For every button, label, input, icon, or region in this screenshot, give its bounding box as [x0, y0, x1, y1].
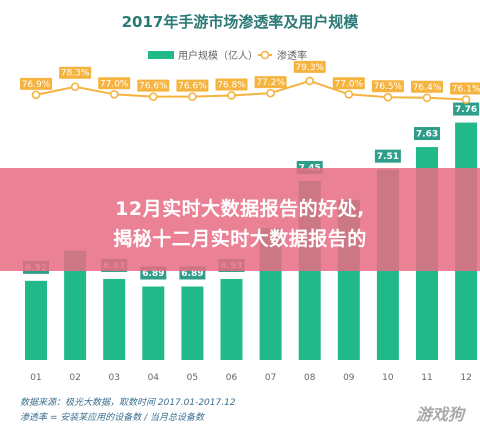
bar-value-bg-11	[414, 127, 440, 141]
bar-05	[181, 286, 204, 360]
rate-point-07	[266, 88, 275, 98]
source-line-1: 数据来源：极光大数据，取数时间 2017.01-2017.12	[20, 397, 236, 408]
x-tick-05: 05	[187, 373, 198, 383]
bar-value-label-04: 6.89	[142, 269, 164, 279]
x-tick-11: 11	[421, 373, 432, 383]
rate-value-bg-03	[98, 77, 131, 90]
rate-value-label-07: 77.2%	[256, 78, 285, 88]
rate-value-bg-02	[59, 66, 92, 79]
rate-value-bg-07	[254, 76, 287, 89]
rate-point-01	[31, 90, 41, 100]
rate-point-03	[109, 90, 119, 99]
rate-value-bg-11	[411, 80, 443, 93]
x-tick-10: 10	[382, 373, 394, 383]
x-tick-07: 07	[265, 373, 276, 383]
rate-point-04	[149, 92, 158, 101]
x-tick-06: 06	[226, 373, 238, 383]
rate-value-bg-06	[215, 78, 248, 91]
bar-01	[25, 280, 47, 360]
rate-value-label-08: 79.3%	[295, 63, 324, 73]
bar-value-label-10: 7.51	[377, 152, 399, 162]
bar-06	[220, 278, 243, 360]
x-tick-12: 12	[460, 373, 471, 383]
watermark-logo: 游戏狗	[415, 405, 464, 424]
headline-line-1: 12月实时大数据报告的好处,	[115, 198, 365, 220]
rate-point-11	[422, 93, 432, 103]
rate-value-bg-04	[137, 79, 170, 92]
rate-value-label-03: 77.0%	[100, 79, 129, 89]
rate-point-12	[461, 95, 471, 104]
rate-value-bg-10	[371, 80, 404, 93]
rate-value-label-02: 78.3%	[61, 69, 90, 79]
x-tick-03: 03	[108, 373, 119, 383]
x-tick-01: 01	[30, 373, 41, 383]
headline-line-2: 揭秘十二月实时大数据报告的	[113, 228, 367, 250]
legend-bar-swatch	[148, 51, 174, 59]
rate-value-bg-01	[20, 77, 52, 90]
bar-value-label-11: 7.63	[416, 130, 438, 140]
rate-point-05	[188, 92, 197, 101]
bar-04	[142, 286, 165, 360]
rate-value-bg-05	[176, 79, 209, 92]
x-tick-04: 04	[148, 373, 160, 383]
rate-value-label-10: 76.5%	[374, 82, 403, 92]
x-tick-08: 08	[304, 373, 316, 383]
bar-value-bg-10	[374, 149, 401, 163]
source-line-2: 渗透率 = 安装某应用的设备数 / 当月总设备数	[20, 412, 205, 423]
legend: 用户规模（亿人） 渗透率	[148, 49, 307, 62]
rate-value-label-09: 77.0%	[335, 79, 364, 89]
rate-value-label-05: 76.6%	[178, 82, 207, 92]
rate-value-label-12: 76.1%	[452, 85, 480, 95]
rate-point-09	[344, 90, 354, 99]
rate-value-label-06: 76.8%	[217, 80, 246, 90]
headline-banner: 12月实时大数据报告的好处, 揭秘十二月实时大数据报告的	[0, 168, 480, 271]
line-layer: 76.9% 78.3% 77.0% 76.6% 76.6% 76.8% 77.2% 79.3%…	[20, 60, 480, 104]
rate-value-label-04: 76.6%	[139, 82, 168, 92]
rate-point-02	[70, 82, 80, 92]
rate-point-10	[383, 92, 393, 102]
rate-value-bg-08	[293, 60, 326, 73]
legend-line-marker	[260, 50, 270, 60]
rate-value-bg-12	[450, 82, 480, 95]
bar-value-label-05: 6.89	[181, 269, 203, 279]
rate-line	[35, 79, 467, 101]
rate-value-bg-09	[332, 77, 365, 90]
x-tick-02: 02	[69, 373, 80, 383]
rate-value-label-01: 76.9%	[22, 80, 51, 90]
bar-value-label-12: 7.76	[455, 105, 477, 115]
x-tick-09: 09	[343, 373, 355, 383]
bar-03	[103, 278, 126, 360]
rate-point-06	[227, 91, 236, 100]
x-axis-ticks: 01 02 03 04 05 06 07 08 09 10 11 12	[30, 373, 472, 383]
legend-line-label: 渗透率	[277, 49, 307, 62]
rate-point-08	[305, 76, 315, 86]
bar-02	[64, 250, 87, 360]
legend-bar-label: 用户规模（亿人）	[178, 49, 258, 62]
rate-value-label-11: 76.4%	[413, 83, 442, 93]
chart-title: 2017年手游市场渗透率及用户规模	[122, 13, 360, 31]
bar-value-bg-12	[453, 102, 480, 116]
